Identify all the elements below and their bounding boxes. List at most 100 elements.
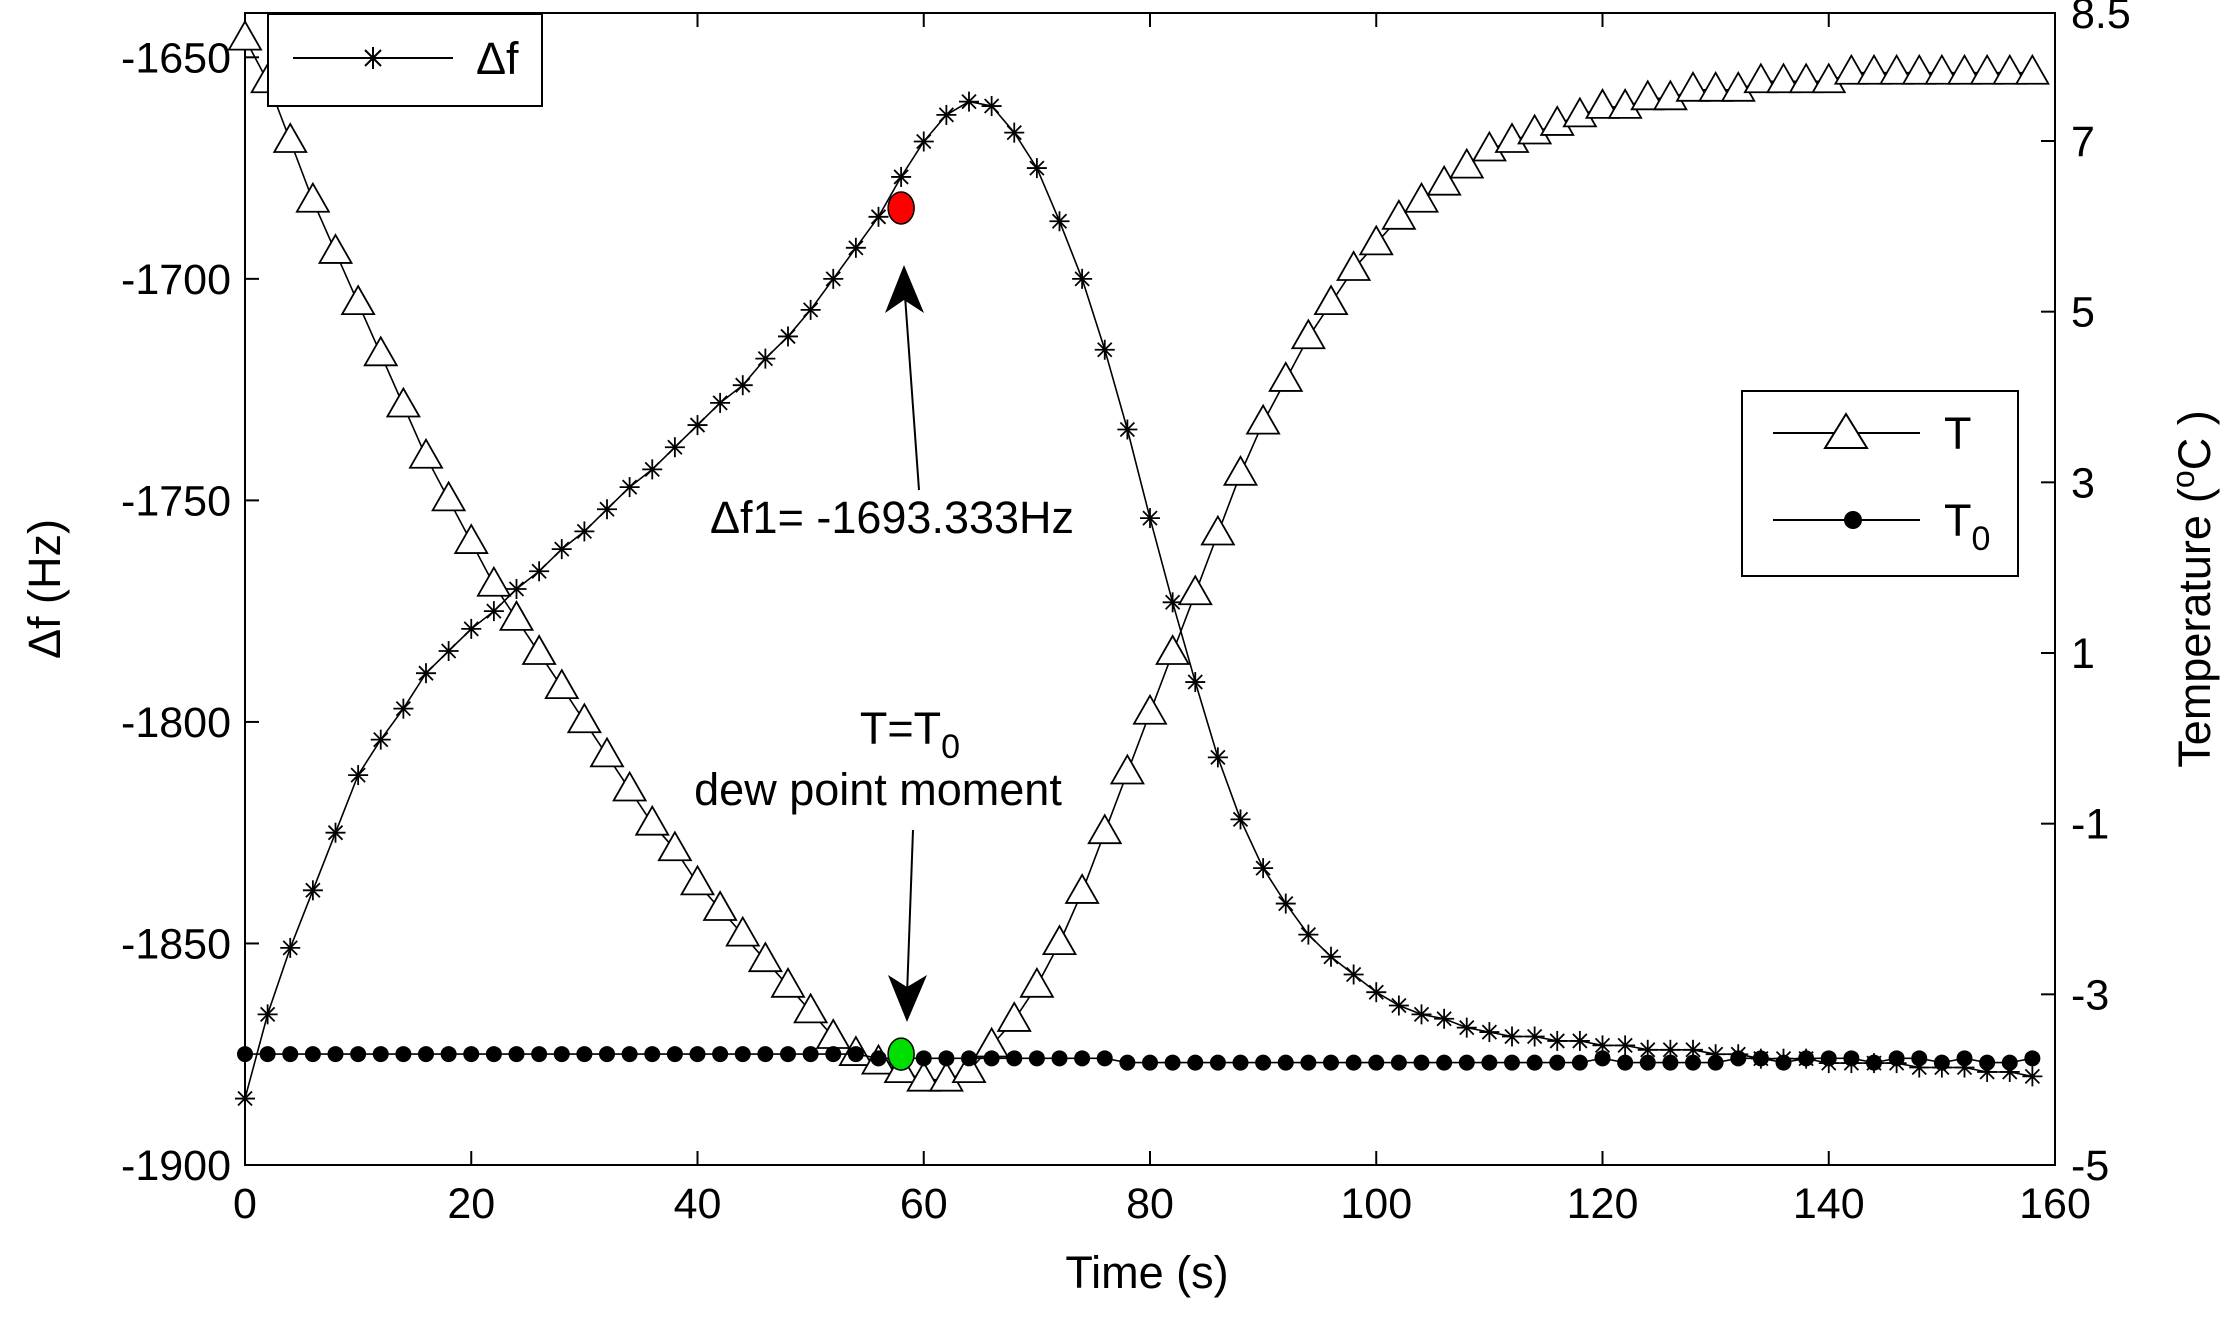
data-point-asterisk — [235, 1088, 255, 1109]
data-point-triangle — [272, 122, 308, 153]
highlight-layer — [887, 191, 915, 1071]
data-point-asterisk — [574, 521, 595, 542]
x-tick-label: 100 — [1340, 1180, 1412, 1228]
data-point-asterisk — [1456, 1017, 1477, 1038]
data-point-asterisk — [1185, 672, 1206, 693]
data-point-triangle — [1946, 53, 1983, 85]
data-point-dot — [1594, 1050, 1611, 1067]
data-point-asterisk — [823, 268, 844, 289]
data-point-asterisk — [325, 822, 346, 843]
data-point-asterisk — [1411, 1004, 1432, 1025]
data-point-triangle — [1268, 361, 1304, 392]
right-axis-title-main: Temperature — [2169, 515, 2220, 768]
data-point-triangle — [1449, 147, 1485, 179]
data-point-triangle — [1924, 53, 1960, 85]
data-point-dot — [1436, 1054, 1453, 1071]
data-point-triangle — [1743, 62, 1779, 94]
data-point-dot — [1820, 1050, 1837, 1067]
data-point-asterisk — [461, 618, 482, 639]
data-point-triangle — [747, 941, 783, 973]
data-point-triangle — [1177, 574, 1213, 606]
data-point-asterisk — [1321, 946, 1341, 967]
data-point-dot — [825, 1046, 842, 1063]
legend-t-label: T — [1944, 408, 1972, 459]
data-point-triangle — [725, 915, 761, 947]
legend-t0-sub: 0 — [1972, 520, 1991, 558]
series-layer — [227, 19, 2050, 1109]
data-point-dot — [712, 1046, 729, 1063]
data-point-triangle — [453, 523, 489, 554]
data-point-asterisk — [619, 477, 640, 498]
data-point-asterisk — [1207, 747, 1228, 768]
right-y-tick-label: 8.5 — [2071, 0, 2131, 38]
data-point-triangle — [1336, 250, 1372, 281]
data-point-dot — [1142, 1054, 1158, 1071]
data-point-asterisk — [1502, 1026, 1522, 1047]
data-point-triangle — [1969, 53, 2005, 85]
data-point-asterisk — [891, 166, 912, 187]
data-point-dot — [734, 1046, 751, 1063]
data-point-asterisk — [755, 348, 776, 369]
data-point-asterisk — [1026, 158, 1047, 179]
left-y-tick-label: -1650 — [121, 34, 231, 82]
left-axis-title: Δf (Hz) — [19, 519, 70, 659]
data-point-triangle — [1675, 70, 1711, 102]
data-point-triangle — [1019, 966, 1055, 998]
data-point-dot — [847, 1046, 864, 1063]
data-point-asterisk — [1388, 995, 1409, 1016]
data-point-dot — [304, 1046, 321, 1063]
annotation-df1-arrowhead — [885, 265, 924, 313]
data-point-dot — [1074, 1050, 1091, 1067]
data-point-dot — [1752, 1050, 1769, 1067]
data-point-dot — [282, 1046, 299, 1063]
data-point-dot — [1277, 1054, 1294, 1071]
annotation-dew-point-sub: 0 — [941, 728, 960, 766]
data-point-triangle — [295, 181, 331, 213]
data-point-triangle — [431, 480, 467, 512]
annotation-dew-point: T=T0 dew point moment — [694, 703, 1062, 1022]
data-point-asterisk — [529, 561, 550, 582]
data-point-triangle — [996, 1001, 1032, 1032]
data-point-triangle — [1494, 122, 1530, 153]
left-y-tick-label: -1900 — [121, 1142, 231, 1190]
data-point-dot — [1323, 1054, 1339, 1071]
data-point-asterisk — [1547, 1030, 1568, 1051]
data-point-triangle — [317, 233, 354, 264]
data-point-asterisk — [506, 579, 527, 599]
legend-df-label: Δf — [476, 33, 519, 84]
left-y-tick-label: -1750 — [121, 477, 231, 525]
data-point-dot — [1504, 1054, 1520, 1071]
right-y-tick-label: 5 — [2071, 289, 2095, 337]
data-point-dot — [1232, 1054, 1249, 1071]
data-point-dot — [1979, 1054, 1996, 1071]
x-tick-label: 80 — [1126, 1180, 1174, 1228]
right-y-tick-label: 1 — [2071, 630, 2095, 678]
data-point-dot — [1119, 1054, 1136, 1071]
data-point-asterisk — [1524, 1026, 1545, 1047]
data-point-asterisk — [1298, 924, 1319, 945]
data-point-triangle — [1222, 454, 1259, 486]
data-point-asterisk — [1615, 1035, 1636, 1056]
right-axis-title-sup: o — [2165, 470, 2201, 488]
right-y-tick-label: -5 — [2071, 1142, 2109, 1190]
data-point-triangle — [385, 386, 421, 418]
annotation-dew-point-t-eq: T=T — [860, 703, 941, 754]
data-point-triangle — [1788, 62, 1824, 94]
data-point-asterisk — [936, 104, 957, 125]
series-1 — [227, 19, 2050, 1092]
data-point-triangle — [1313, 284, 1349, 316]
annotation-dew-point-line1: T=T0 — [860, 703, 960, 766]
data-point-dot — [1866, 1054, 1882, 1071]
data-point-triangle — [566, 702, 602, 734]
legend-temperature: T T0 — [1741, 390, 2019, 577]
data-point-asterisk — [597, 499, 617, 520]
data-point-dot — [1028, 1050, 1045, 1067]
data-point-asterisk — [1479, 1022, 1500, 1043]
data-point-dot — [983, 1050, 1000, 1067]
data-point-triangle — [498, 600, 535, 631]
right-y-tick-label: 7 — [2071, 118, 2095, 166]
data-point-dot — [1368, 1054, 1385, 1071]
data-point-asterisk — [1094, 339, 1115, 360]
data-point-dot — [1639, 1054, 1656, 1071]
annotation-df1-arrow-line — [903, 281, 920, 491]
